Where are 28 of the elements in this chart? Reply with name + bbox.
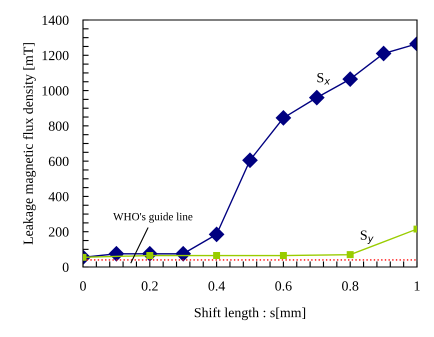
- x-tick-label: 0.4: [208, 281, 226, 291]
- y-tick-label: 800: [48, 121, 69, 131]
- point: [346, 251, 354, 258]
- x-tick-label: 0.6: [275, 281, 292, 291]
- series-label: S$_{y}$: [360, 230, 374, 244]
- y-tick-label: 0: [62, 262, 69, 272]
- y-tick-label: 1000: [42, 86, 69, 96]
- x-tick-label: 1: [414, 281, 420, 291]
- point: [280, 252, 287, 260]
- y-tick-label: 400: [48, 192, 69, 202]
- series-label: S$_{x}$: [317, 73, 330, 84]
- x-tick-label: 0.8: [342, 281, 358, 291]
- x-tick-label: 0: [80, 281, 86, 291]
- y-axis-title: Leakage magnetic flux density [mT]: [23, 43, 36, 245]
- y-tick-label: 200: [48, 227, 69, 237]
- point: [376, 46, 392, 62]
- ref-line-label: WHO's guide line: [113, 212, 192, 223]
- y-tick-label: 1400: [42, 16, 69, 25]
- y-tick-label: 600: [48, 156, 69, 166]
- point: [309, 90, 324, 106]
- point: [209, 226, 224, 242]
- point: [342, 72, 358, 87]
- point: [276, 110, 291, 126]
- point: [213, 252, 220, 260]
- y-tick-label: 1200: [42, 50, 69, 60]
- point: [242, 152, 258, 168]
- x-tick-label: 0.2: [142, 281, 158, 291]
- x-axis-title: Shift length : s[mm]: [194, 307, 306, 320]
